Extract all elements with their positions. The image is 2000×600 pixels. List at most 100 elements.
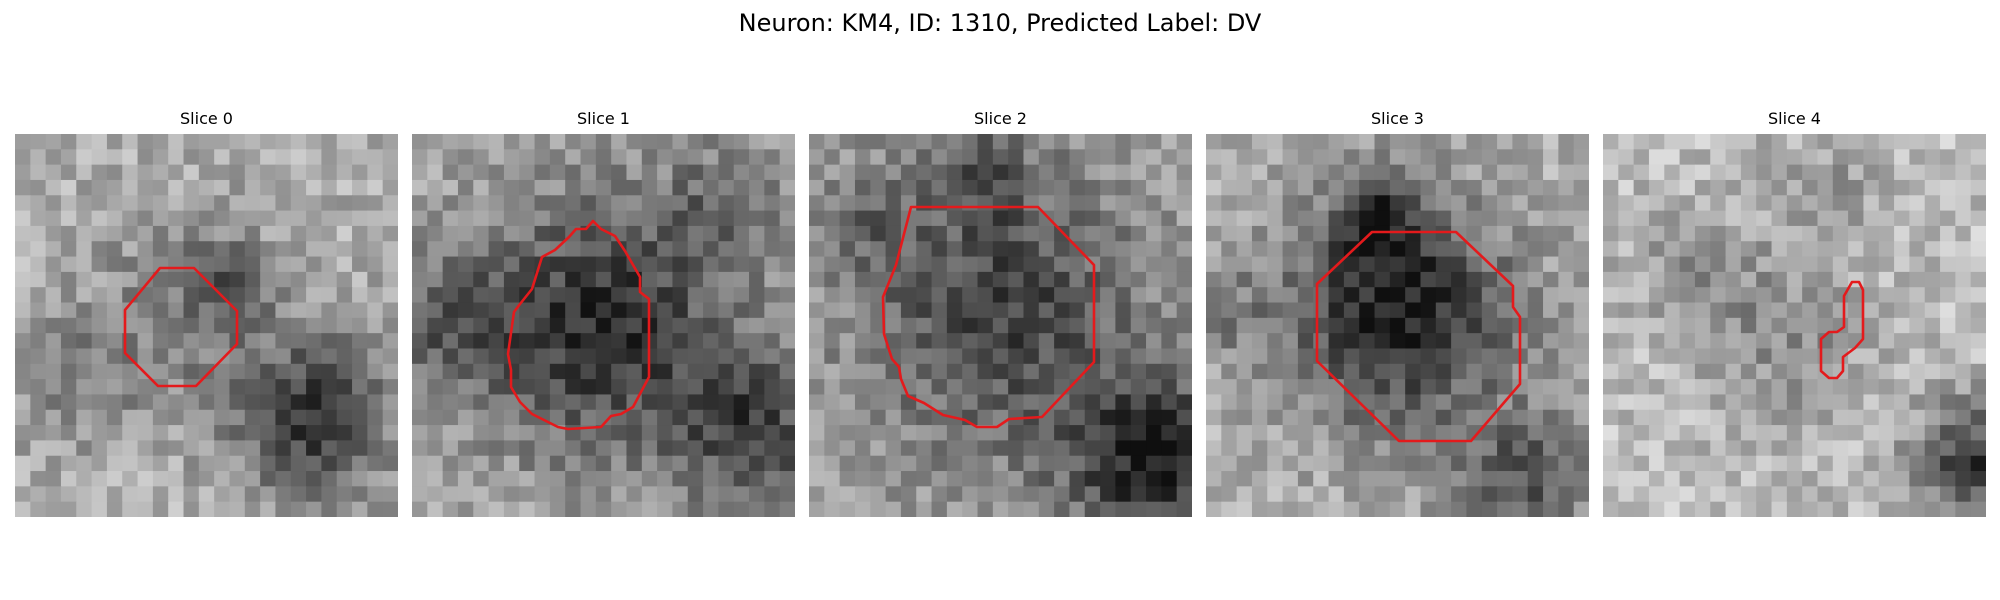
- pixel: [947, 379, 963, 395]
- pixel: [993, 348, 1009, 364]
- pixel: [1925, 303, 1941, 319]
- pixel: [901, 471, 917, 487]
- pixel: [1558, 379, 1574, 395]
- pixel: [337, 425, 353, 441]
- pixel: [993, 211, 1009, 227]
- pixel: [824, 180, 840, 196]
- pixel: [703, 241, 719, 257]
- pixel: [1726, 134, 1742, 150]
- pixel: [1008, 502, 1024, 517]
- pixel: [245, 272, 261, 288]
- pixel: [1390, 241, 1406, 257]
- pixel: [1634, 165, 1650, 181]
- pixel: [1298, 486, 1314, 502]
- pixel: [1971, 149, 1986, 165]
- pixel: [886, 394, 902, 410]
- pixel: [672, 318, 688, 334]
- pixel: [1100, 195, 1116, 211]
- pixel: [1267, 241, 1283, 257]
- pixel: [76, 241, 92, 257]
- pixel: [383, 287, 398, 303]
- pixel: [199, 149, 215, 165]
- pixel: [1817, 257, 1833, 273]
- pixel: [1420, 440, 1436, 456]
- pixel: [245, 364, 261, 380]
- pixel: [1008, 226, 1024, 242]
- pixel: [504, 410, 520, 426]
- pixel: [443, 149, 459, 165]
- pixel: [1695, 211, 1711, 227]
- pixel: [824, 394, 840, 410]
- pixel: [1817, 272, 1833, 288]
- pixel: [519, 241, 535, 257]
- pixel: [824, 211, 840, 227]
- pixel: [92, 134, 108, 150]
- pixel: [1909, 318, 1925, 334]
- pixel: [473, 425, 489, 441]
- pixel: [168, 272, 184, 288]
- pixel: [870, 348, 886, 364]
- pixel: [703, 471, 719, 487]
- pixel: [1741, 440, 1757, 456]
- pixel: [1955, 257, 1971, 273]
- pixel: [107, 333, 123, 349]
- pixel: [1634, 364, 1650, 380]
- pixel: [321, 440, 337, 456]
- pixel: [1054, 456, 1070, 472]
- pixel: [1221, 195, 1237, 211]
- pixel: [412, 241, 428, 257]
- pixel: [978, 303, 994, 319]
- pixel: [780, 502, 795, 517]
- pixel: [932, 272, 948, 288]
- pixel: [76, 318, 92, 334]
- pixel: [1177, 287, 1192, 303]
- pixel: [383, 379, 398, 395]
- pixel: [1298, 502, 1314, 517]
- pixel: [1283, 165, 1299, 181]
- pixel: [932, 195, 948, 211]
- pixel: [1436, 180, 1452, 196]
- pixel: [275, 272, 291, 288]
- pixel: [1237, 471, 1253, 487]
- pixel: [260, 257, 276, 273]
- pixel: [993, 287, 1009, 303]
- pixel: [61, 471, 77, 487]
- pixel: [199, 180, 215, 196]
- pixel: [611, 134, 627, 150]
- pixel: [642, 241, 658, 257]
- pixel: [688, 364, 704, 380]
- pixel: [1375, 195, 1391, 211]
- pixel: [1879, 502, 1895, 517]
- pixel: [1267, 364, 1283, 380]
- pixel: [1710, 149, 1726, 165]
- pixel: [901, 318, 917, 334]
- pixel: [61, 241, 77, 257]
- pixel: [1313, 471, 1329, 487]
- pixel: [1558, 486, 1574, 502]
- pixel: [1695, 287, 1711, 303]
- pixel: [1344, 257, 1360, 273]
- pixel: [1909, 241, 1925, 257]
- pixel: [1482, 303, 1498, 319]
- pixel: [1100, 456, 1116, 472]
- pixel: [15, 165, 31, 181]
- pixel: [1375, 318, 1391, 334]
- pixel: [718, 502, 734, 517]
- pixel: [1528, 241, 1544, 257]
- pixel: [703, 180, 719, 196]
- pixel: [245, 456, 261, 472]
- pixel: [1710, 318, 1726, 334]
- pixel: [688, 257, 704, 273]
- pixel: [107, 272, 123, 288]
- pixel: [1833, 425, 1849, 441]
- pixel: [565, 134, 581, 150]
- pixel: [1177, 394, 1192, 410]
- pixel: [1802, 149, 1818, 165]
- pixel: [916, 272, 932, 288]
- pixel: [626, 410, 642, 426]
- pixel: [672, 410, 688, 426]
- pixel: [184, 149, 200, 165]
- pixel: [1618, 364, 1634, 380]
- pixel: [1420, 303, 1436, 319]
- pixel: [1267, 410, 1283, 426]
